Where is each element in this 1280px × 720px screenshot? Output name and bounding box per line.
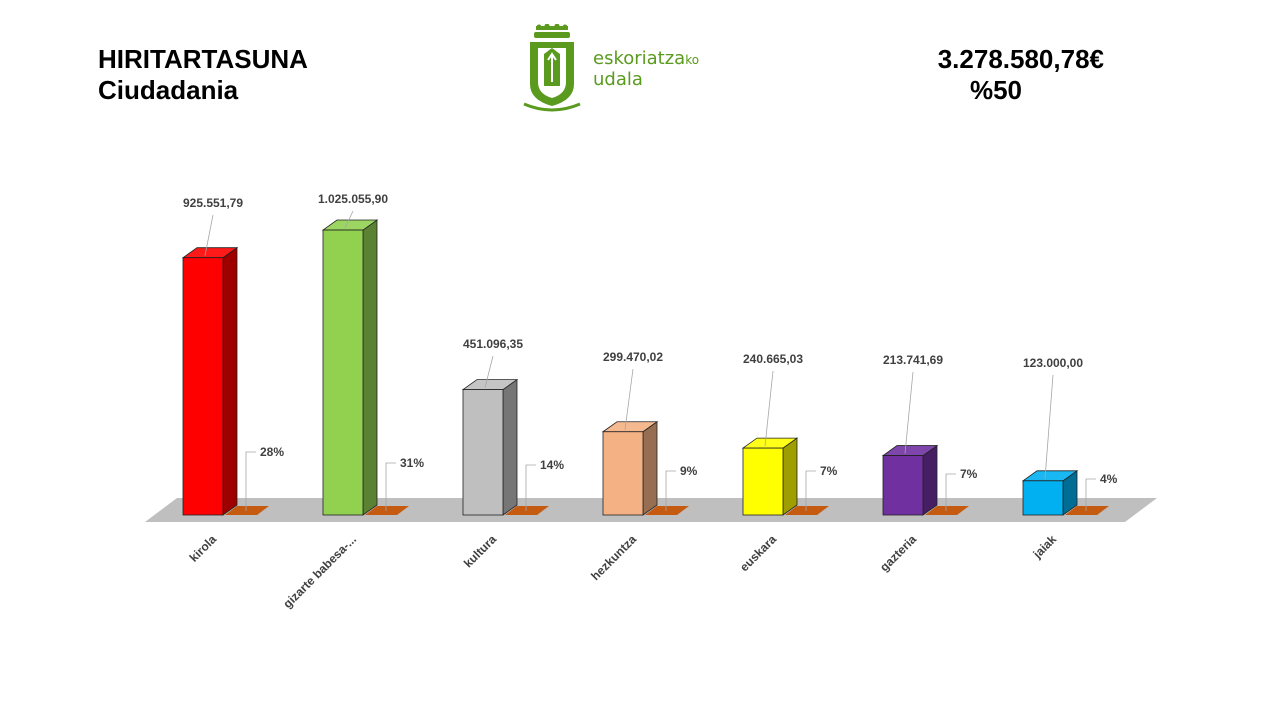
pct-bar-gizarte babesa-... <box>365 506 409 515</box>
pct-bar-gazteria <box>925 506 969 515</box>
pct-label-kultura: 14% <box>540 458 564 472</box>
bar-gazteria-side <box>922 444 938 516</box>
bar-kultura-side <box>502 378 518 516</box>
value-leader-hezkuntza <box>624 368 634 430</box>
value-label-gazteria: 213.741,69 <box>883 353 943 367</box>
bar-hezkuntza-side <box>642 420 658 516</box>
title-spanish: Ciudadania <box>98 75 239 105</box>
pct-leader-hezkuntza <box>665 470 676 511</box>
bar-jaiak <box>1022 480 1064 516</box>
eskoriatza-coat-of-arms-icon <box>523 23 581 112</box>
pct-leader-gazteria <box>945 473 956 511</box>
pct-bar-jaiak <box>1065 506 1109 515</box>
logo-text: eskoriatzako udala <box>593 49 699 89</box>
category-label-gizarte babesa-...: gizarte babesa-... <box>280 532 359 611</box>
pct-bar-kultura <box>505 506 549 515</box>
pct-label-gazteria: 7% <box>960 467 978 481</box>
pct-leader-jaiak <box>1085 478 1096 511</box>
value-label-hezkuntza: 299.470,02 <box>603 350 663 364</box>
bar-kirola <box>182 257 224 516</box>
bar-hezkuntza <box>602 431 644 516</box>
pct-bar-euskara <box>785 506 829 515</box>
logo-name-suffix: ko <box>685 53 700 67</box>
value-leader-euskara <box>764 370 774 447</box>
pct-label-kirola: 28% <box>260 445 284 459</box>
value-leader-kultura <box>484 355 494 388</box>
value-label-euskara: 240.665,03 <box>743 352 803 366</box>
bar-gizarte babesa-...-side <box>362 219 378 516</box>
bar-euskara-side <box>782 437 798 516</box>
value-label-kultura: 451.096,35 <box>463 337 523 351</box>
value-leader-kirola <box>204 214 214 256</box>
total-percent: %50 <box>969 75 1022 105</box>
category-label-gazteria: gazteria <box>877 532 919 574</box>
bar-gizarte babesa-... <box>322 229 364 516</box>
pct-label-gizarte babesa-...: 31% <box>400 456 424 470</box>
value-leader-gazteria <box>904 371 914 454</box>
pct-leader-kirola <box>245 451 256 511</box>
value-label-kirola: 925.551,79 <box>183 196 243 210</box>
value-label-jaiak: 123.000,00 <box>1023 356 1083 370</box>
logo-name-line2: udala <box>593 69 643 90</box>
bar-kultura <box>462 389 504 516</box>
bar-gazteria <box>882 455 924 516</box>
category-label-jaiak: jaiak <box>1030 532 1060 562</box>
bar-euskara <box>742 447 784 516</box>
category-label-kirola: kirola <box>187 532 220 565</box>
category-label-kultura: kultura <box>461 532 499 570</box>
value-leader-jaiak <box>1044 374 1054 479</box>
pct-label-hezkuntza: 9% <box>680 464 698 478</box>
pct-bar-hezkuntza <box>645 506 689 515</box>
pct-bar-kirola <box>225 506 269 515</box>
title-basque: HIRITARTASUNA <box>98 44 308 74</box>
category-label-euskara: euskara <box>737 532 779 574</box>
total-amount: 3.278.580,78€ <box>937 44 1104 74</box>
value-label-gizarte babesa-...: 1.025.055,90 <box>318 192 388 206</box>
pct-leader-kultura <box>525 464 536 511</box>
total-block: 3.278.580,78€ %50 <box>938 44 1104 106</box>
eskoriatza-logo: eskoriatzako udala <box>522 23 722 116</box>
pct-label-jaiak: 4% <box>1100 472 1118 486</box>
title-block: HIRITARTASUNA Ciudadania <box>98 44 308 106</box>
category-label-hezkuntza: hezkuntza <box>588 532 639 583</box>
pct-leader-euskara <box>805 470 816 511</box>
value-leader-gizarte babesa-... <box>344 210 354 229</box>
bar-kirola-side <box>222 246 238 516</box>
logo-name-main: eskoriatza <box>593 48 686 69</box>
pct-leader-gizarte babesa-... <box>385 462 396 511</box>
chart-bars-layer <box>181 219 1109 516</box>
pct-label-euskara: 7% <box>820 464 838 478</box>
